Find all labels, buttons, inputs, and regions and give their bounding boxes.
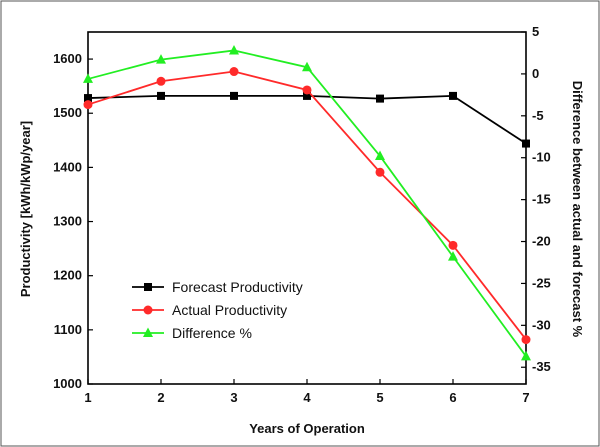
y-tick-label: 1200 (53, 268, 82, 283)
legend-label: Forecast Productivity (172, 279, 303, 295)
data-point (521, 350, 531, 361)
x-tick-label: 2 (157, 390, 164, 405)
x-axis-title: Years of Operation (249, 421, 365, 436)
legend: Forecast Productivity Actual Productivity… (132, 279, 303, 341)
y2-tick-label: -15 (532, 192, 551, 207)
y-tick-label: 1000 (53, 376, 82, 391)
legend-marker (143, 305, 153, 315)
data-point (376, 94, 384, 103)
y2-tick-label: -5 (532, 108, 544, 123)
data-point (448, 240, 458, 250)
y-axis-title: Productivity [kWh/kWp/year] (18, 121, 33, 297)
y2-tick-label: -20 (532, 234, 551, 249)
data-point (83, 100, 93, 110)
data-point (229, 44, 239, 55)
axes: 1 2 3 4 5 6 7 1000 1100 1200 1300 1400 1500 1600 5 0 -5 -… (53, 24, 551, 405)
y2-axis-title: Difference between actual and forecast % (570, 81, 585, 338)
data-point (302, 85, 312, 95)
data-point (230, 91, 238, 100)
data-point (522, 139, 530, 148)
y2-tick-label: -30 (532, 317, 551, 332)
data-point (302, 61, 312, 72)
data-point (156, 76, 166, 86)
x-tick-label: 3 (230, 390, 237, 405)
y-tick-label: 1600 (53, 51, 82, 66)
data-point (83, 73, 93, 83)
legend-marker (144, 283, 152, 291)
x-tick-label: 5 (376, 390, 383, 405)
data-point (375, 150, 385, 161)
y2-tick-label: 0 (532, 66, 539, 81)
data-point (449, 91, 457, 100)
data-point (303, 91, 311, 100)
y2-tick-label: 5 (532, 24, 539, 39)
data-point (229, 67, 239, 77)
data-point (521, 335, 531, 345)
series-layer (83, 44, 531, 361)
data-point (84, 94, 92, 103)
legend-label: Actual Productivity (172, 302, 287, 318)
y2-tick-label: -35 (532, 359, 551, 374)
x-tick-label: 6 (449, 390, 456, 405)
legend-label: Difference % (172, 325, 252, 341)
y-tick-label: 1300 (53, 214, 82, 229)
x-tick-label: 7 (522, 390, 529, 405)
legend-marker (143, 327, 153, 337)
data-point (375, 167, 385, 177)
y-tick-label: 1400 (53, 159, 82, 174)
y-tick-label: 1500 (53, 105, 82, 120)
y-tick-label: 1100 (54, 322, 82, 337)
x-tick-label: 4 (303, 390, 311, 405)
data-point (448, 251, 458, 261)
data-point (157, 91, 165, 100)
y2-tick-label: -25 (532, 275, 551, 290)
x-tick-label: 1 (84, 390, 91, 405)
y2-tick-label: -10 (532, 150, 551, 165)
data-point (156, 54, 166, 64)
